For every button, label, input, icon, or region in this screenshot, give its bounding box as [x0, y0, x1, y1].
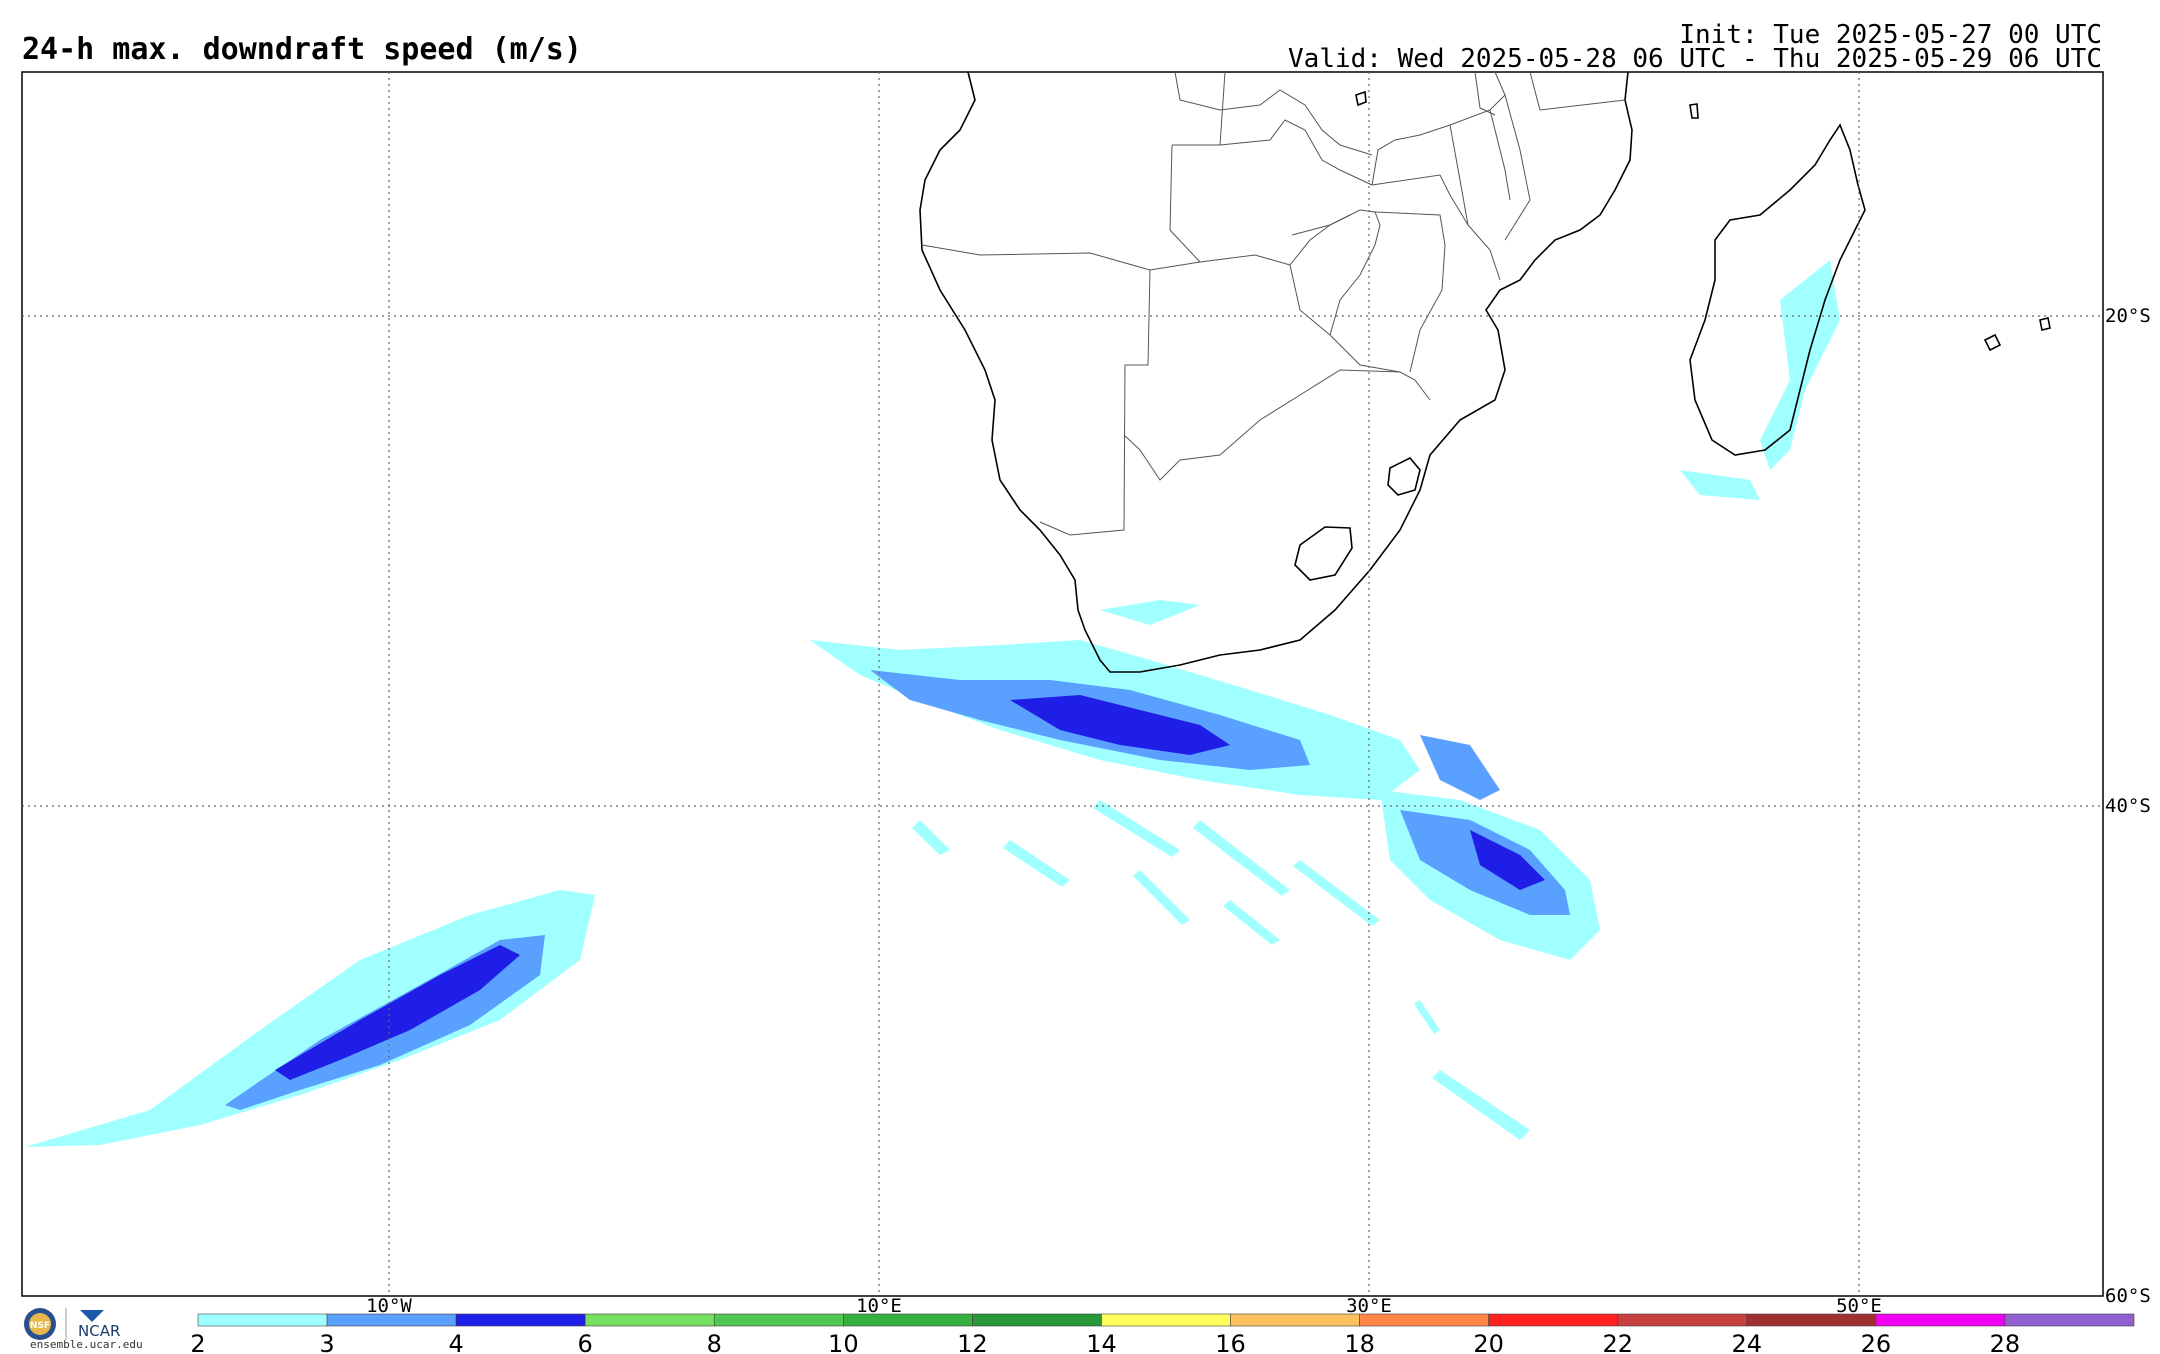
colorbar-swatch [1101, 1313, 1231, 1327]
colorbar-tick-label: 26 [1861, 1330, 1892, 1354]
colorbar-swatch [2004, 1313, 2135, 1327]
lon-label-10e: 10°E [856, 1295, 902, 1317]
country-borders [921, 71, 1626, 536]
colorbar-tick-label: 24 [1732, 1330, 1763, 1354]
colorbar-swatch [197, 1313, 328, 1327]
colorbar-swatch [1488, 1313, 1619, 1327]
colorbar-tick-label: 6 [578, 1330, 593, 1354]
lon-label-30e: 30°E [1346, 1295, 1392, 1317]
lon-label-50e: 50°E [1836, 1295, 1882, 1317]
nsf-logo-text: NSF [30, 1321, 50, 1331]
colorbar-swatch [1359, 1313, 1489, 1327]
footer-url: ensemble.ucar.edu [30, 1338, 143, 1351]
eswatini-border [1387, 457, 1421, 496]
init-time: Init: Tue 2025-05-27 00 UTC [1679, 20, 2102, 50]
colorbar-tick-label: 10 [828, 1330, 859, 1354]
colorbar-swatch [1230, 1313, 1360, 1327]
colorbar-swatch [584, 1313, 715, 1327]
colorbar-swatch [972, 1313, 1102, 1327]
ncar-logo-text: NCAR [78, 1322, 120, 1340]
mauritius-coastline [1983, 333, 2002, 352]
valid-time: Valid: Wed 2025-05-28 06 UTC - Thu 2025-… [1288, 44, 2102, 74]
colorbar-tick-label: 12 [957, 1330, 988, 1354]
colorbar-tick-label: 4 [448, 1330, 463, 1354]
lesotho-border [1294, 526, 1353, 581]
map-frame [21, 71, 2104, 1297]
graticule [22, 72, 2103, 1296]
colorbar-swatch [1875, 1313, 2006, 1327]
colorbar-swatch [843, 1313, 973, 1327]
colorbar-swatch [1617, 1313, 1748, 1327]
lake-outline [1355, 90, 1367, 107]
colorbar-swatch [1746, 1313, 1877, 1327]
colorbar-tick-label: 28 [1990, 1330, 2021, 1354]
colorbar-tick-label: 2 [190, 1330, 205, 1354]
colorbar-tick-label: 3 [319, 1330, 334, 1354]
colorbar-swatch [326, 1313, 457, 1327]
map-title: 24-h max. downdraft speed (m/s) [22, 32, 582, 67]
ncar-logo-icon [80, 1310, 104, 1322]
madagascar-coastline [1689, 123, 1866, 456]
africa-coastline [919, 71, 1633, 673]
downdraft-field-streaks [912, 260, 1840, 1140]
colorbar-tick-label: 14 [1086, 1330, 1117, 1354]
coastlines [919, 71, 2051, 673]
footer-logos: NSF NCAR [24, 1308, 120, 1340]
colorbar-tick-label: 20 [1473, 1330, 1504, 1354]
reunion-coastline [2039, 317, 2051, 331]
colorbar: 2 3 4 6 8 10 12 14 16 18 20 22 24 26 28 [190, 1313, 2135, 1354]
colorbar-swatch [455, 1313, 586, 1327]
colorbar-tick-label: 8 [707, 1330, 722, 1354]
colorbar-tick-label: 22 [1602, 1330, 1633, 1354]
lat-label-60s: 60°S [2105, 1285, 2151, 1307]
colorbar-swatch [713, 1313, 844, 1327]
lon-label-10w: 10°W [366, 1295, 412, 1317]
island-outline [1689, 103, 1699, 119]
lat-label-20s: 20°S [2105, 305, 2151, 327]
downdraft-field-central [810, 640, 1600, 960]
colorbar-tick-label: 16 [1215, 1330, 1246, 1354]
lat-label-40s: 40°S [2105, 795, 2151, 817]
downdraft-field-west [25, 890, 595, 1147]
colorbar-tick-label: 18 [1344, 1330, 1375, 1354]
